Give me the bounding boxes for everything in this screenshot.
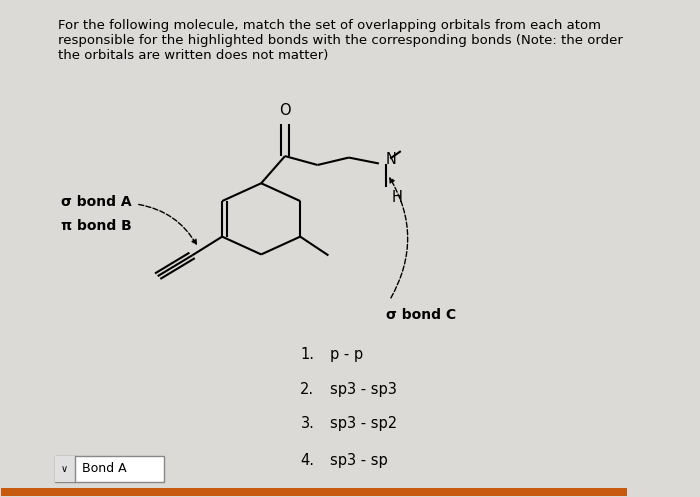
Text: sp3 - sp3: sp3 - sp3 xyxy=(330,382,397,397)
Text: 4.: 4. xyxy=(300,453,314,468)
Text: N: N xyxy=(385,152,396,167)
FancyBboxPatch shape xyxy=(55,456,75,482)
Text: π bond B: π bond B xyxy=(61,219,132,233)
Text: 3.: 3. xyxy=(300,416,314,431)
Text: O: O xyxy=(279,103,290,118)
FancyBboxPatch shape xyxy=(55,456,164,482)
Text: ∨: ∨ xyxy=(61,464,68,474)
Text: H: H xyxy=(391,190,402,205)
Text: σ bond A: σ bond A xyxy=(61,194,132,209)
Text: σ bond C: σ bond C xyxy=(386,308,456,322)
Text: p - p: p - p xyxy=(330,347,363,362)
Text: 1.: 1. xyxy=(300,347,314,362)
Bar xyxy=(1,488,627,496)
Text: For the following molecule, match the set of overlapping orbitals from each atom: For the following molecule, match the se… xyxy=(57,19,622,62)
Text: sp3 - sp: sp3 - sp xyxy=(330,453,388,468)
Text: 2.: 2. xyxy=(300,382,314,397)
Text: Bond A: Bond A xyxy=(82,462,127,476)
Text: sp3 - sp2: sp3 - sp2 xyxy=(330,416,397,431)
